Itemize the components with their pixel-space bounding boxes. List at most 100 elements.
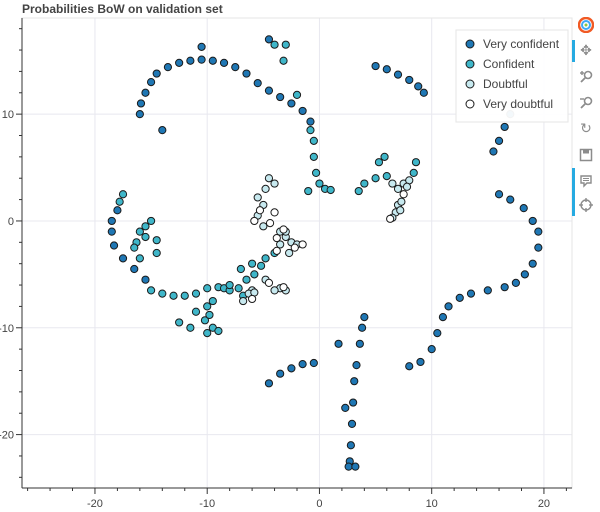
data-point bbox=[416, 357, 425, 367]
data-point bbox=[208, 296, 217, 306]
data-point bbox=[349, 398, 358, 407]
data-point bbox=[306, 126, 315, 135]
data-point bbox=[270, 208, 279, 217]
active-tool-indicator-2 bbox=[572, 168, 575, 216]
reset-icon[interactable]: ↻ bbox=[580, 121, 592, 137]
data-point bbox=[107, 227, 116, 236]
data-point bbox=[115, 197, 124, 206]
crosshair-icon[interactable] bbox=[577, 196, 595, 214]
data-point bbox=[265, 218, 275, 228]
data-point bbox=[315, 179, 324, 188]
data-point bbox=[506, 195, 515, 204]
data-point bbox=[351, 462, 360, 471]
y-tick-label: 10 bbox=[2, 109, 14, 121]
pan-icon[interactable]: ✥ bbox=[580, 43, 592, 59]
legend-box bbox=[455, 29, 569, 123]
data-point bbox=[191, 289, 201, 298]
data-point bbox=[511, 278, 520, 288]
data-point bbox=[483, 286, 492, 295]
data-point bbox=[214, 326, 223, 336]
data-point bbox=[427, 345, 436, 354]
data-point bbox=[350, 377, 359, 386]
y-tick-label: -10 bbox=[0, 323, 14, 335]
wheel-zoom-icon[interactable] bbox=[577, 94, 595, 112]
data-point bbox=[393, 70, 403, 79]
data-point bbox=[158, 126, 167, 135]
data-point bbox=[287, 364, 296, 373]
data-point bbox=[455, 293, 464, 302]
legend-label: Doubtful bbox=[483, 77, 528, 91]
data-point bbox=[304, 186, 313, 196]
data-point bbox=[500, 283, 509, 292]
data-point bbox=[298, 106, 307, 116]
y-tick-label: -20 bbox=[0, 430, 14, 442]
data-point bbox=[203, 302, 212, 311]
legend-marker bbox=[465, 59, 475, 69]
legend[interactable]: Very confident Confident Doubtful Very doub… bbox=[455, 29, 569, 123]
data-point bbox=[393, 184, 403, 194]
data-point bbox=[197, 42, 206, 51]
bokeh-logo-icon[interactable] bbox=[577, 16, 595, 34]
data-point bbox=[109, 241, 119, 250]
data-point bbox=[118, 190, 128, 199]
data-point bbox=[270, 179, 279, 188]
data-point bbox=[242, 275, 251, 284]
data-point bbox=[290, 243, 299, 252]
data-point bbox=[380, 152, 389, 161]
data-point bbox=[309, 152, 318, 161]
hover-icon[interactable] bbox=[577, 172, 595, 190]
data-point bbox=[534, 227, 543, 236]
data-point bbox=[152, 236, 161, 245]
data-point bbox=[285, 248, 294, 258]
save-icon[interactable] bbox=[577, 146, 595, 164]
data-point bbox=[409, 168, 418, 177]
data-point bbox=[130, 243, 139, 252]
data-point bbox=[494, 190, 504, 199]
legend-label: Very confident bbox=[483, 37, 560, 51]
data-point bbox=[347, 419, 357, 429]
data-point bbox=[186, 323, 195, 332]
data-point bbox=[264, 379, 274, 388]
data-point bbox=[405, 75, 414, 85]
data-point bbox=[382, 65, 391, 74]
data-point bbox=[248, 259, 257, 268]
data-point bbox=[386, 214, 395, 223]
data-point bbox=[344, 462, 353, 471]
data-point bbox=[355, 339, 364, 348]
data-point bbox=[141, 222, 150, 231]
data-point bbox=[146, 77, 156, 87]
data-point bbox=[306, 117, 315, 126]
data-point bbox=[175, 318, 184, 327]
data-point bbox=[208, 56, 217, 65]
data-point bbox=[520, 270, 529, 279]
data-point bbox=[253, 79, 262, 88]
data-point bbox=[444, 302, 453, 311]
data-point bbox=[264, 174, 274, 183]
data-point bbox=[261, 184, 270, 194]
data-point bbox=[341, 403, 350, 412]
data-point bbox=[270, 40, 279, 49]
data-point bbox=[279, 56, 288, 65]
data-point bbox=[411, 158, 421, 167]
data-point bbox=[113, 206, 122, 215]
data-point bbox=[158, 289, 167, 298]
data-point bbox=[276, 369, 285, 378]
data-point bbox=[371, 61, 380, 71]
data-point bbox=[135, 254, 144, 263]
data-point bbox=[135, 110, 144, 119]
data-point bbox=[136, 99, 146, 108]
legend-marker bbox=[465, 99, 475, 109]
data-point bbox=[374, 158, 384, 167]
data-point bbox=[135, 227, 144, 236]
toolbar: ✥ ↻ bbox=[571, 14, 599, 234]
data-point bbox=[152, 248, 161, 258]
data-point bbox=[311, 168, 321, 177]
box-zoom-icon[interactable] bbox=[577, 68, 595, 86]
data-point bbox=[261, 254, 270, 263]
data-point bbox=[489, 147, 498, 156]
data-point bbox=[141, 232, 150, 242]
x-tick-label: 20 bbox=[538, 498, 550, 510]
data-point bbox=[259, 222, 268, 231]
data-point bbox=[279, 283, 288, 292]
